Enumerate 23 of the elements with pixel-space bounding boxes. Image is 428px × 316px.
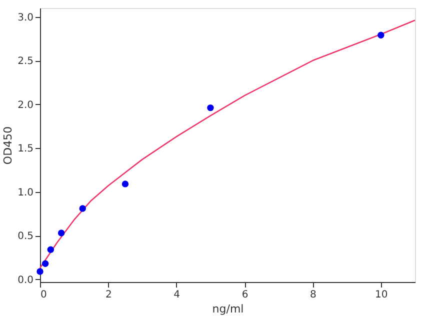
x-axis-title: ng/ml	[212, 302, 244, 316]
point	[122, 180, 129, 188]
point	[207, 104, 214, 112]
y-tick-label: 3.0	[18, 12, 34, 24]
y-tick-label: 0.5	[18, 231, 34, 242]
y-axis-title: OD450	[2, 126, 15, 165]
x-tick-label: 10	[375, 290, 388, 300]
x-tick-label: 2	[105, 290, 112, 300]
point	[79, 205, 86, 212]
y-tick-label: 1.5	[18, 144, 34, 155]
point	[42, 260, 49, 267]
x-tick-label: 8	[310, 290, 316, 300]
x-tick-label: 0	[40, 290, 47, 300]
point	[47, 246, 54, 253]
point	[58, 230, 65, 236]
y-tick-label: 2.5	[18, 56, 34, 68]
x-tick-label: 4	[174, 290, 180, 300]
y-tick-label: 1.0	[18, 187, 34, 198]
y-tick-label: 2.0	[18, 100, 34, 111]
y-tick-label: 0.0	[18, 274, 34, 286]
point	[36, 268, 44, 275]
x-tick-label: 6	[242, 290, 248, 300]
point	[378, 32, 384, 38]
